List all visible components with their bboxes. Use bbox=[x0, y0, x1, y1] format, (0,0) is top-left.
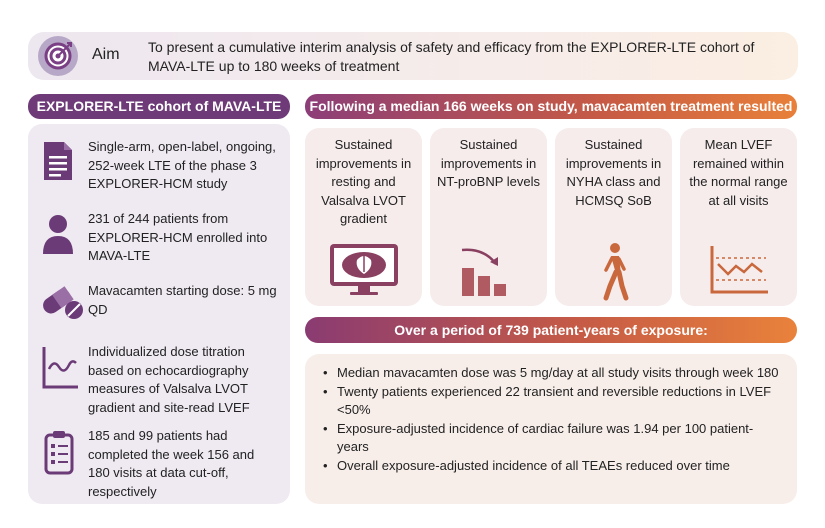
list-item: Twenty patients experienced 22 transient… bbox=[319, 383, 783, 420]
cohort-item-text: 185 and 99 patients had completed the we… bbox=[88, 428, 255, 499]
aim-banner bbox=[28, 32, 798, 80]
result-card-text: Sustained improvements in NYHA class and… bbox=[565, 137, 662, 208]
cohort-item-text: 231 of 244 patients from EXPLORER-HCM en… bbox=[88, 211, 268, 263]
lvef-chart-icon bbox=[680, 242, 797, 298]
cohort-item-text: Mavacamten starting dose: 5 mg QD bbox=[88, 283, 277, 317]
cohort-item-text: Individualized dose titration based on e… bbox=[88, 344, 250, 415]
safety-bullets-panel: Median mavacamten dose was 5 mg/day at a… bbox=[305, 354, 797, 504]
aim-label: Aim bbox=[92, 46, 120, 63]
target-icon bbox=[38, 36, 78, 76]
list-item: Median mavacamten dose was 5 mg/day at a… bbox=[319, 364, 783, 383]
aim-text: To present a cumulative interim analysis… bbox=[148, 39, 755, 74]
result-card-lvef: Mean LVEF remained within the normal ran… bbox=[680, 128, 797, 306]
exposure-header: Over a period of 739 patient-years of ex… bbox=[305, 317, 797, 343]
safety-bullet-list: Median mavacamten dose was 5 mg/day at a… bbox=[319, 364, 783, 475]
line-graph-icon bbox=[40, 343, 80, 389]
result-card-nyha: Sustained improvements in NYHA class and… bbox=[555, 128, 672, 306]
result-card-text: Sustained improvements in resting and Va… bbox=[315, 137, 412, 226]
result-card-lvot: Sustained improvements in resting and Va… bbox=[305, 128, 422, 306]
person-icon bbox=[40, 210, 80, 256]
pill-icon bbox=[40, 282, 83, 328]
cohort-item-text: Single-arm, open-label, ongoing, 252-wee… bbox=[88, 139, 276, 191]
checklist-icon bbox=[40, 427, 80, 475]
echo-monitor-icon bbox=[305, 242, 422, 298]
result-card-text: Mean LVEF remained within the normal ran… bbox=[689, 137, 788, 208]
declining-bars-icon bbox=[430, 242, 547, 298]
walking-person-icon bbox=[555, 242, 672, 302]
cohort-header: EXPLORER-LTE cohort of MAVA-LTE bbox=[28, 94, 290, 119]
result-card-ntprobnp: Sustained improvements in NT-proBNP leve… bbox=[430, 128, 547, 306]
list-item: Exposure-adjusted incidence of cardiac f… bbox=[319, 420, 783, 457]
results-header: Following a median 166 weeks on study, m… bbox=[305, 94, 797, 139]
result-card-text: Sustained improvements in NT-proBNP leve… bbox=[436, 137, 541, 189]
list-item: Overall exposure-adjusted incidence of a… bbox=[319, 457, 783, 476]
document-icon bbox=[40, 138, 80, 184]
